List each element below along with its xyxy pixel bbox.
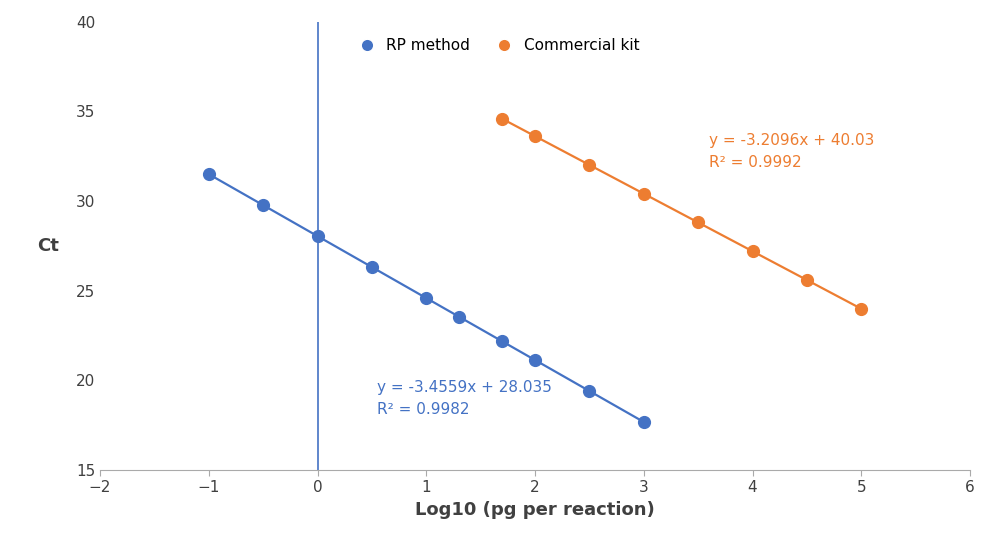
Point — [581, 160, 597, 169]
Point — [418, 294, 434, 302]
Point — [201, 170, 217, 179]
Point — [744, 247, 761, 255]
Point — [799, 276, 815, 285]
Y-axis label: Ct: Ct — [37, 237, 59, 255]
Point — [581, 387, 597, 395]
Point — [451, 312, 467, 321]
Point — [636, 190, 652, 198]
Point — [255, 201, 271, 210]
Point — [364, 263, 380, 272]
Text: y = -3.2096x + 40.03
R² = 0.9992: y = -3.2096x + 40.03 R² = 0.9992 — [709, 133, 874, 170]
Legend: RP method, Commercial kit: RP method, Commercial kit — [351, 38, 639, 53]
Point — [690, 218, 706, 227]
Point — [527, 132, 543, 140]
Point — [494, 337, 510, 346]
Point — [310, 232, 326, 240]
Point — [636, 417, 652, 426]
Text: y = -3.4559x + 28.035
R² = 0.9982: y = -3.4559x + 28.035 R² = 0.9982 — [377, 380, 552, 417]
X-axis label: Log10 (pg per reaction): Log10 (pg per reaction) — [415, 501, 655, 519]
Point — [853, 305, 869, 313]
Point — [527, 356, 543, 364]
Point — [494, 114, 510, 123]
